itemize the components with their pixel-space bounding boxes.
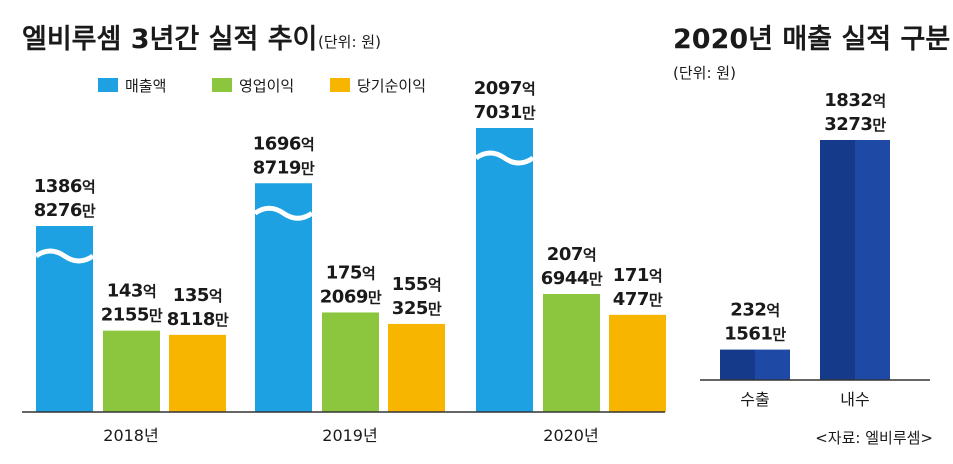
axis-break-2020년 [474, 150, 535, 166]
bar-2019년-당기순이익 [388, 323, 445, 412]
right-chart-unit: (단위: 원) [673, 64, 736, 82]
axis-break-2019년 [253, 205, 314, 221]
value-label-2020년-당기순이익-line-2: 477만 [613, 289, 663, 310]
value-label-2018년-매출액-line-2: 8276만 [34, 200, 96, 221]
bar-2019년-매출액 [255, 183, 312, 412]
category-label-1: 2018년 [103, 426, 158, 445]
legend-label-3: 당기순이익 [357, 77, 426, 95]
value-label-2019년-당기순이익-line-2: 325만 [392, 298, 442, 319]
value-label-2018년-당기순이익-line-2: 8118만 [167, 309, 229, 330]
right-chart-bars: 232억 1561만 1832억 3273만 [720, 90, 890, 380]
right-bar-수출-right-half [755, 349, 790, 380]
legend-swatch-2 [212, 78, 232, 92]
legend-label-2: 영업이익 [239, 77, 294, 95]
bar-2018년-영업이익 [103, 330, 160, 412]
bar-2018년-당기순이익 [169, 334, 226, 412]
value-label-2018년-영업이익-line-1: 143억 [107, 281, 156, 302]
bar-2019년-영업이익 [322, 312, 379, 412]
value-label-2019년-매출액-line-1: 1696억 [253, 133, 314, 154]
bar-2020년-영업이익 [543, 294, 600, 412]
right-bar-내수-right-half [855, 140, 890, 380]
right-value-label-수출-line-2: 1561만 [724, 324, 786, 345]
left-chart-categories: 2018년 2019년 2020년 [103, 426, 598, 445]
category-label-2: 2019년 [322, 426, 377, 445]
legend-label-1: 매출액 [125, 77, 166, 95]
bar-2020년-매출액 [476, 128, 533, 412]
left-chart-bars: 1386억 8276만 143억 2155만 135억 8118만 1696억 8719만 17… [34, 78, 666, 412]
legend-swatch-1 [98, 78, 118, 92]
legend: 매출액 영업이익 당기순이익 [98, 77, 426, 95]
right-bar-내수-left-half [820, 140, 855, 380]
bar-2020년-당기순이익 [609, 314, 666, 412]
right-category-label-1: 수출 [740, 390, 769, 409]
value-label-2020년-매출액-line-1: 2097억 [474, 78, 535, 99]
value-label-2019년-영업이익-line-1: 175억 [326, 262, 375, 283]
right-bar-수출-left-half [720, 349, 755, 380]
right-value-label-내수-line-1: 1832억 [824, 90, 885, 111]
right-category-label-2: 내수 [840, 390, 869, 409]
right-value-label-내수-line-2: 3273만 [824, 114, 886, 135]
axis-break-2018년 [34, 248, 95, 264]
value-label-2020년-영업이익-line-1: 207억 [547, 244, 596, 265]
value-label-2018년-당기순이익-line-1: 135억 [173, 285, 222, 306]
category-label-3: 2020년 [543, 426, 598, 445]
value-label-2020년-매출액-line-2: 7031만 [474, 102, 536, 123]
value-label-2018년-영업이익-line-2: 2155만 [101, 305, 163, 326]
right-value-label-수출-line-1: 232억 [730, 300, 779, 321]
value-label-2019년-영업이익-line-2: 2069만 [320, 286, 382, 307]
source-note: <자료: 엘비루셈> [815, 429, 933, 447]
value-label-2018년-매출액-line-1: 1386억 [34, 176, 95, 197]
right-chart-categories: 수출 내수 [740, 390, 869, 409]
value-label-2020년-영업이익-line-2: 6944만 [541, 268, 603, 289]
left-chart-unit: (단위: 원) [318, 33, 381, 51]
value-label-2020년-당기순이익-line-1: 171억 [613, 265, 662, 286]
left-chart-title: 엘비루셈 3년간 실적 추이 [22, 24, 317, 55]
value-label-2019년-매출액-line-2: 8719만 [253, 157, 315, 178]
right-chart-title: 2020년 매출 실적 구분 [673, 24, 950, 55]
value-label-2019년-당기순이익-line-1: 155억 [392, 274, 441, 295]
legend-swatch-3 [330, 78, 350, 92]
